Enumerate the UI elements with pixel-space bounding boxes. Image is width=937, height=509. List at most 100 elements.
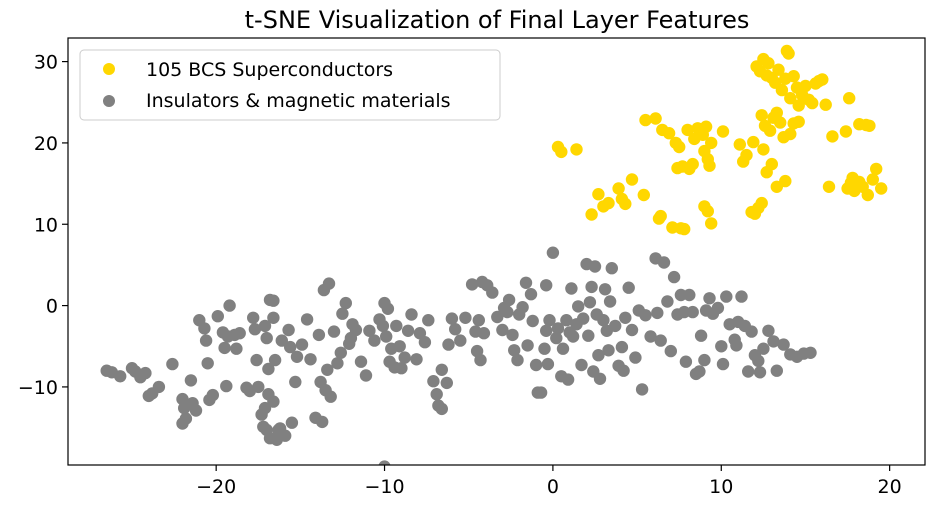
point-superconductor [755, 196, 768, 210]
point-insulator [285, 416, 299, 429]
point-insulator [501, 305, 514, 319]
point-insulator [491, 310, 504, 324]
point-insulator [615, 340, 629, 354]
point-superconductor [826, 130, 839, 143]
point-superconductor [699, 120, 713, 133]
point-insulator [516, 301, 529, 314]
point-insulator [378, 460, 391, 465]
point-insulator [179, 412, 193, 425]
point-insulator [295, 338, 309, 351]
point-insulator [218, 341, 231, 355]
point-insulator [359, 369, 373, 382]
point-insulator [267, 294, 280, 307]
point-insulator [804, 346, 817, 359]
point-insulator [622, 281, 635, 294]
point-insulator [304, 353, 317, 366]
point-insulator [597, 314, 610, 327]
point-insulator [449, 323, 462, 336]
point-insulator [742, 365, 755, 378]
point-insulator [651, 306, 664, 320]
point-insulator [625, 323, 639, 337]
point-insulator [380, 330, 393, 343]
point-insulator [577, 312, 590, 325]
point-insulator [598, 283, 612, 296]
point-superconductor [755, 109, 768, 122]
point-insulator [550, 331, 563, 345]
point-insulator [184, 374, 198, 387]
point-superconductor [570, 143, 583, 156]
point-insulator [316, 415, 329, 429]
point-insulator [664, 344, 677, 358]
point-superconductor [792, 99, 805, 112]
point-insulator [289, 375, 302, 389]
point-insulator [250, 353, 263, 367]
point-insulator [339, 296, 352, 310]
point-superconductor [782, 47, 795, 60]
point-insulator [445, 312, 459, 325]
point-superconductor [775, 83, 789, 97]
point-superconductor [863, 119, 876, 132]
point-insulator [543, 314, 556, 327]
point-insulator [206, 388, 219, 402]
point-insulator [777, 338, 790, 351]
point-superconductor [625, 173, 639, 186]
point-insulator [189, 404, 203, 417]
point-superconductor [784, 92, 797, 105]
point-insulator [588, 260, 602, 273]
x-tick-label: 0 [547, 476, 559, 498]
point-superconductor [763, 124, 777, 137]
series-superconductors [551, 44, 888, 236]
point-insulator [418, 336, 432, 349]
point-insulator [657, 256, 671, 269]
point-insulator [381, 302, 395, 315]
point-insulator [442, 338, 455, 351]
point-insulator [354, 355, 368, 368]
point-insulator [619, 311, 632, 324]
point-superconductor [762, 57, 775, 70]
point-insulator [233, 327, 246, 340]
point-insulator [258, 401, 272, 415]
point-insulator [398, 351, 411, 364]
point-insulator [401, 324, 415, 337]
point-insulator [321, 363, 334, 376]
point-insulator [639, 309, 652, 322]
point-insulator [211, 310, 224, 323]
point-insulator [502, 293, 516, 307]
point-insulator [541, 357, 555, 371]
point-insulator [526, 314, 539, 328]
point-insulator [435, 363, 448, 376]
point-superconductor [654, 209, 667, 223]
point-insulator [405, 308, 418, 321]
point-superconductor [678, 222, 691, 236]
point-superconductor [701, 205, 714, 218]
point-insulator [114, 370, 127, 383]
point-insulator [694, 329, 708, 342]
x-tick-label: −10 [364, 476, 404, 498]
point-superconductor [839, 125, 853, 138]
point-insulator [693, 365, 706, 378]
point-insulator [711, 301, 725, 315]
point-superconductor [787, 70, 800, 83]
point-insulator [752, 354, 765, 368]
point-insulator [422, 314, 435, 327]
point-insulator [560, 314, 573, 327]
point-insulator [275, 334, 288, 347]
point-insulator [575, 358, 588, 372]
point-superconductor [799, 79, 812, 93]
point-superconductor [870, 162, 883, 176]
point-insulator [258, 319, 272, 333]
point-superconductor [806, 96, 819, 110]
legend: 105 BCS Superconductors Insulators & mag… [79, 49, 501, 121]
point-insulator [629, 351, 642, 364]
point-superconductor [703, 159, 716, 172]
point-insulator [290, 350, 304, 363]
point-insulator [322, 277, 336, 290]
point-superconductor [757, 143, 770, 156]
legend-label-superconductors: 105 BCS Superconductors [146, 59, 393, 81]
point-insulator [720, 290, 733, 303]
point-insulator [312, 328, 326, 342]
point-superconductor [733, 138, 746, 151]
point-insulator [521, 339, 534, 352]
point-insulator [324, 390, 337, 403]
